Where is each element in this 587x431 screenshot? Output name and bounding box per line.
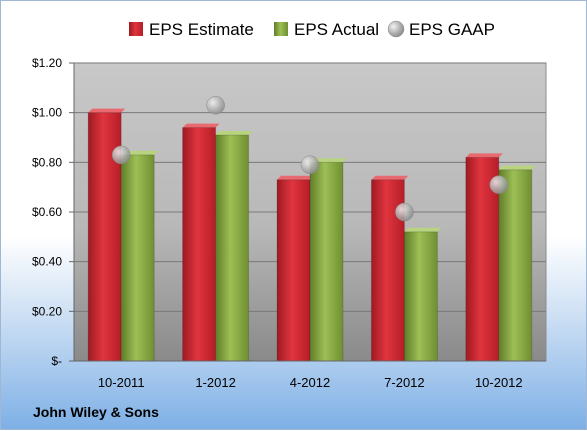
eps-actual-bar	[498, 169, 533, 362]
legend-estimate-swatch	[129, 22, 143, 36]
y-tick-label: $1.00	[32, 106, 62, 120]
x-axis: 10-2011 1-2012 4-2012 7-2012 10-2012	[74, 360, 546, 390]
y-tick-label: $0.40	[32, 255, 62, 269]
x-tick-label: 10-2012	[475, 375, 523, 390]
x-tick-label: 4-2012	[290, 375, 330, 390]
eps-actual-bar	[403, 231, 438, 362]
legend-actual-swatch	[274, 22, 288, 36]
y-tick-label: $0.80	[32, 155, 62, 169]
eps-actual-bar	[215, 134, 250, 362]
x-tick-label: 1-2012	[195, 375, 235, 390]
x-tick-label: 7-2012	[384, 375, 424, 390]
eps-actual-bar	[120, 154, 155, 362]
eps-estimate-bar	[276, 179, 311, 362]
y-axis: $- $0.20 $0.40 $0.60 $0.80 $1.00 $1.20	[32, 56, 75, 368]
eps-gaap-marker	[111, 145, 131, 165]
y-tick-label: $0.60	[32, 205, 62, 219]
bar-top-face	[465, 153, 503, 158]
gaap-markers	[111, 95, 509, 222]
eps-actual-bar	[309, 161, 344, 362]
bar-top-face	[277, 175, 314, 180]
bar-top-face	[498, 165, 536, 170]
bar-top-face	[88, 108, 126, 113]
x-tick-label: 10-2011	[98, 375, 145, 390]
bar-top-face	[371, 175, 409, 180]
legend-gaap-swatch	[387, 20, 405, 38]
y-tick-label: $-	[51, 354, 62, 368]
bars	[87, 108, 536, 362]
bar-top-face	[121, 150, 159, 155]
eps-gaap-marker	[395, 202, 414, 222]
company-name: John Wiley & Sons	[33, 404, 159, 420]
eps-gaap-marker	[206, 95, 225, 115]
legend-label: EPS Estimate	[149, 20, 254, 39]
legend: EPS Estimate EPS Actual EPS GAAP	[129, 20, 495, 39]
legend-label: EPS GAAP	[409, 20, 495, 39]
bar-top-face	[182, 123, 220, 128]
bar-top-face	[215, 131, 253, 136]
eps-estimate-bar	[182, 127, 217, 362]
y-tick-label: $0.20	[32, 304, 62, 318]
y-tick-label: $1.20	[32, 56, 62, 70]
legend-label: EPS Actual	[294, 20, 379, 39]
bar-top-face	[404, 227, 442, 232]
eps-gaap-marker	[489, 175, 509, 194]
bar-top-face	[310, 158, 347, 163]
eps-gaap-marker	[300, 155, 320, 175]
